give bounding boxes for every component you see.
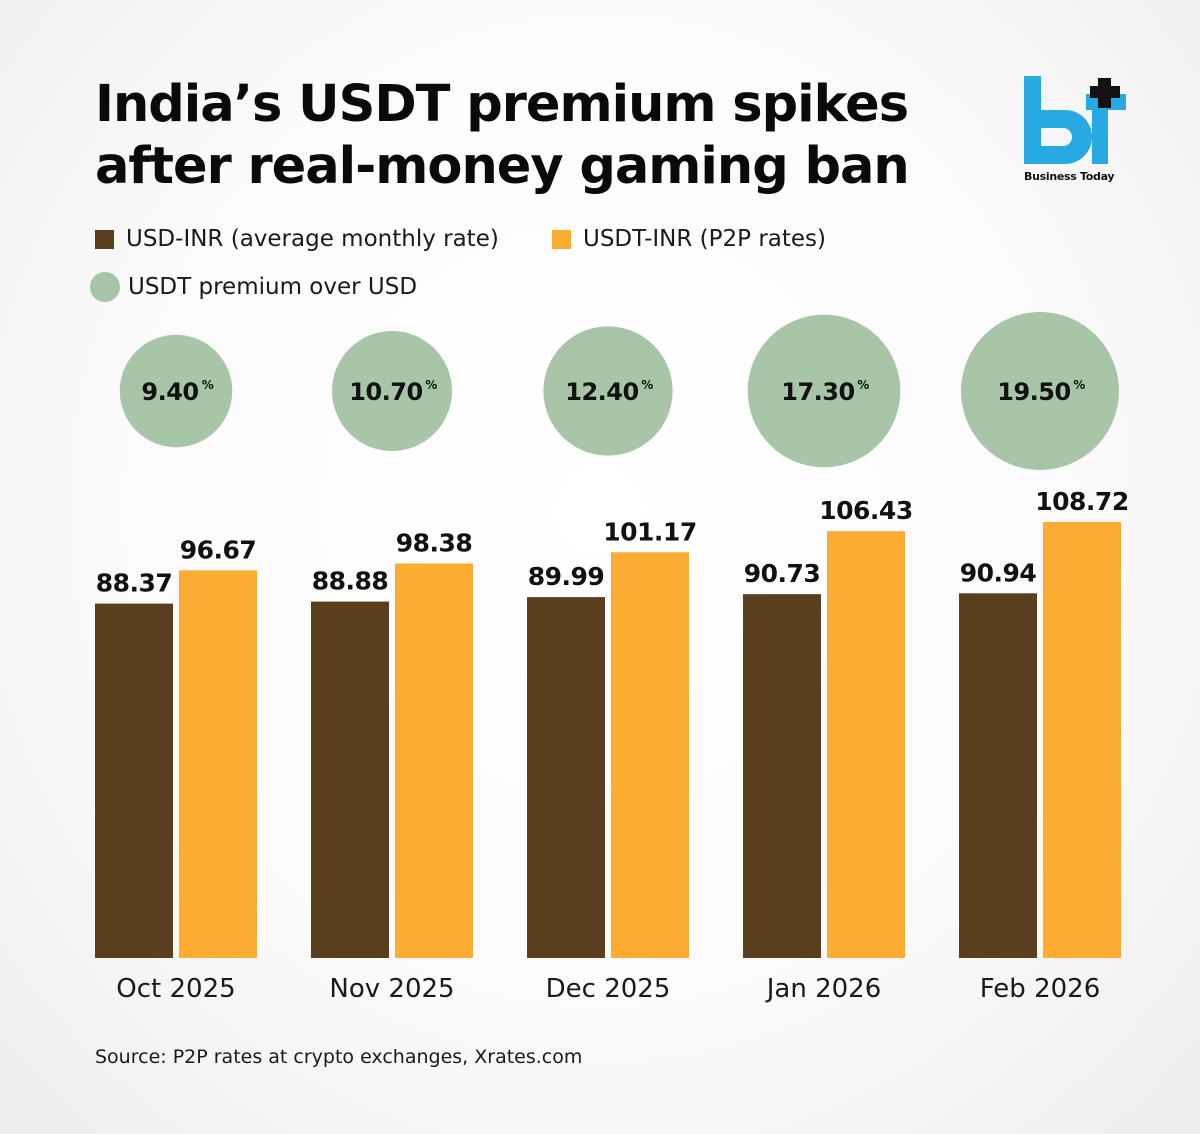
- chart-title: India’s USDT premium spikes after real-m…: [95, 74, 995, 198]
- bar-usd-inr-feb-2026: [959, 593, 1037, 958]
- title-line-2: after real-money gaming ban: [95, 137, 910, 196]
- premium-bubble-nov-2025: [331, 330, 453, 452]
- value-label-usd-inr-jan-2026: 90.73: [744, 559, 821, 588]
- premium-unit-feb-2026: %: [1073, 378, 1085, 392]
- legend-premium: USDT premium over USD: [90, 272, 417, 302]
- premium-bubble-dec-2025: [543, 326, 673, 456]
- bar-usdt-inr-jan-2026: [827, 531, 905, 958]
- x-tick-label-oct-2025: Oct 2025: [116, 974, 235, 1004]
- value-label-usd-inr-oct-2025: 88.37: [96, 569, 173, 598]
- x-tick-label-nov-2025: Nov 2025: [329, 974, 454, 1004]
- premium-label-feb-2026: 19.50: [997, 378, 1070, 406]
- bar-usd-inr-jan-2026: [743, 594, 821, 958]
- legend-usdt-inr: USDT-INR (P2P rates): [552, 226, 826, 252]
- bar-usdt-inr-dec-2025: [611, 552, 689, 958]
- bar-usdt-inr-nov-2025: [395, 563, 473, 958]
- legend-premium-swatch: [90, 272, 120, 302]
- business-today-logo-text: Business Today: [1024, 170, 1115, 183]
- premium-label-nov-2025: 10.70: [349, 378, 422, 406]
- value-label-usd-inr-feb-2026: 90.94: [960, 558, 1037, 587]
- value-label-usdt-inr-jan-2026: 106.43: [819, 496, 912, 525]
- legend-premium-label: USDT premium over USD: [128, 274, 418, 300]
- title-line-1: India’s USDT premium spikes: [95, 75, 909, 134]
- value-label-usd-inr-dec-2025: 89.99: [528, 562, 605, 591]
- premium-bubble-oct-2025: [119, 334, 233, 448]
- x-tick-label-dec-2025: Dec 2025: [546, 974, 671, 1004]
- x-tick-label-jan-2026: Jan 2026: [765, 974, 882, 1004]
- premium-label-dec-2025: 12.40: [565, 378, 638, 406]
- premium-label-oct-2025: 9.40: [141, 378, 198, 406]
- premium-bubble-jan-2026: [747, 314, 901, 468]
- value-label-usd-inr-nov-2025: 88.88: [312, 567, 389, 596]
- premium-unit-jan-2026: %: [857, 378, 869, 392]
- premium-unit-nov-2025: %: [425, 378, 437, 392]
- bar-usd-inr-nov-2025: [311, 601, 389, 958]
- legend-usdt-inr-label: USDT-INR (P2P rates): [583, 226, 826, 252]
- premium-bubble-feb-2026: [961, 312, 1119, 470]
- bar-usd-inr-dec-2025: [527, 597, 605, 958]
- premium-unit-oct-2025: %: [202, 378, 214, 392]
- bar-usd-inr-oct-2025: [95, 603, 173, 958]
- source-note: Source: P2P rates at crypto exchanges, X…: [95, 1046, 583, 1068]
- bar-usdt-inr-feb-2026: [1043, 522, 1121, 958]
- x-tick-label-feb-2026: Feb 2026: [980, 974, 1100, 1004]
- legend-usdt-inr-swatch: [552, 229, 571, 249]
- legend-usd-inr-swatch: [95, 229, 114, 249]
- business-today-logo: [1024, 76, 1126, 164]
- value-label-usdt-inr-nov-2025: 98.38: [396, 528, 473, 557]
- value-label-usdt-inr-dec-2025: 101.17: [603, 517, 696, 546]
- value-label-usdt-inr-feb-2026: 108.72: [1035, 487, 1128, 516]
- bar-usdt-inr-oct-2025: [179, 570, 257, 958]
- legend-usd-inr-label: USD-INR (average monthly rate): [126, 226, 499, 252]
- value-label-usdt-inr-oct-2025: 96.67: [180, 535, 257, 564]
- premium-label-jan-2026: 17.30: [781, 378, 854, 406]
- premium-unit-dec-2025: %: [641, 378, 653, 392]
- legend-usd-inr: USD-INR (average monthly rate): [95, 226, 499, 252]
